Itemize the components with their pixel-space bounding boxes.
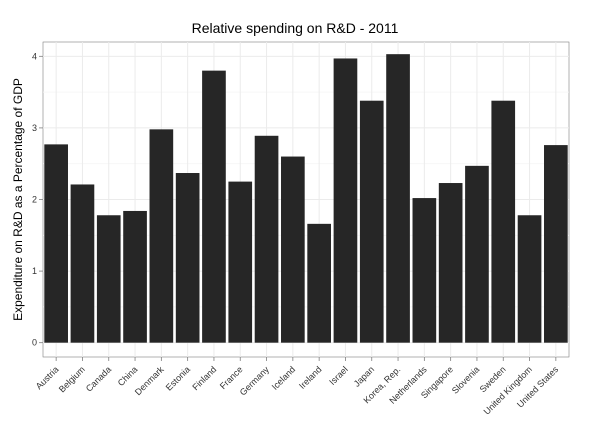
x-tick-label: Estonia — [164, 364, 192, 392]
bar-japan — [359, 100, 384, 343]
bar-united-states — [544, 145, 568, 343]
x-tick-label: China — [116, 364, 140, 388]
x-tick-label: Germany — [238, 364, 272, 398]
y-tick-label: 2 — [32, 195, 37, 205]
bar-sweden — [491, 100, 516, 343]
bar-iceland — [281, 156, 305, 343]
x-tick-label: Slovenia — [450, 364, 481, 395]
x-tick-label: Japan — [352, 364, 376, 388]
bar-germany — [254, 135, 279, 343]
bar-united-kingdom — [517, 215, 542, 343]
bar-china — [123, 210, 147, 343]
x-tick-label: Canada — [84, 364, 113, 393]
bar-netherlands — [412, 198, 437, 343]
bar-korea-rep — [386, 54, 410, 343]
bar-france — [228, 181, 253, 343]
bar-ireland — [307, 223, 331, 343]
x-tick-label: Belgium — [57, 364, 87, 394]
bar-belgium — [70, 184, 95, 343]
bar-estonia — [175, 173, 200, 343]
y-tick-label: 4 — [32, 51, 37, 61]
x-tick-label: Ireland — [297, 364, 324, 391]
x-tick-label: Finland — [190, 364, 218, 392]
bar-singapore — [438, 183, 463, 343]
bar-slovenia — [465, 165, 489, 343]
y-tick-label: 0 — [32, 338, 37, 348]
bar-israel — [333, 58, 358, 343]
bars — [44, 54, 568, 343]
chart-title: Relative spending on R&D - 2011 — [191, 20, 399, 36]
bar-austria — [44, 144, 68, 343]
y-axis-label: Expenditure on R&D as a Percentage of GD… — [11, 78, 25, 321]
x-tick-label: Denmark — [133, 364, 166, 397]
y-tick-label: 1 — [32, 266, 37, 276]
y-tick-label: 3 — [32, 123, 37, 133]
y-axis: 0 1 2 3 4 — [32, 51, 43, 348]
bar-denmark — [149, 129, 174, 343]
bar-canada — [96, 215, 121, 343]
bar-finland — [202, 70, 226, 343]
x-tick-label: Israel — [327, 364, 350, 387]
x-tick-label: Iceland — [270, 364, 298, 392]
